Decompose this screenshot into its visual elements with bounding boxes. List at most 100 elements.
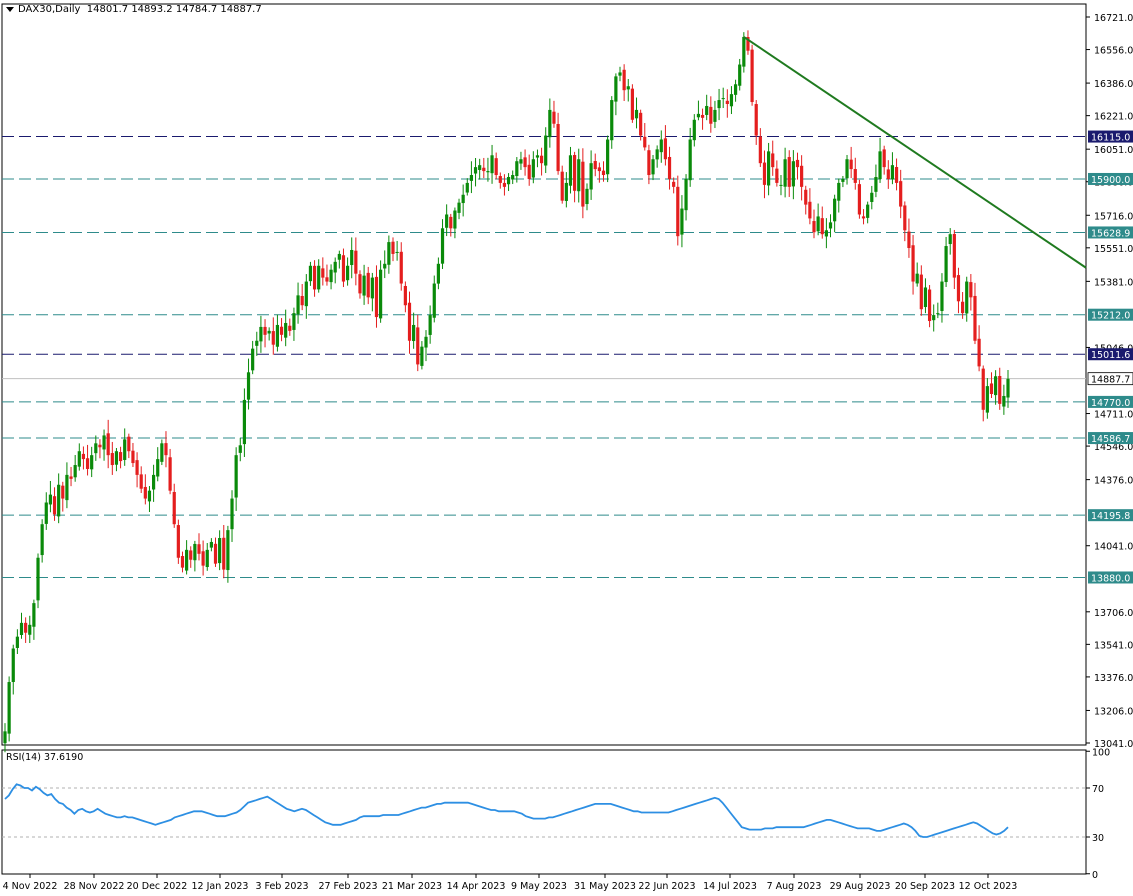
candle	[622, 64, 626, 101]
date-tick-label: 28 Nov 2022	[64, 881, 125, 892]
candle	[816, 203, 820, 236]
candle-body	[960, 301, 965, 314]
candle	[160, 439, 164, 466]
price-tick-label: 15716.0	[1094, 211, 1133, 222]
candle-body	[577, 159, 581, 192]
rsi-tick-label: 100	[1092, 747, 1110, 758]
candle	[733, 79, 738, 102]
candle-body	[420, 346, 424, 366]
candle	[985, 378, 989, 419]
candle-body	[461, 194, 465, 204]
candle-body	[36, 557, 40, 601]
candle	[870, 185, 874, 210]
candle-body	[284, 322, 288, 338]
candle	[164, 431, 168, 468]
candle	[696, 100, 701, 121]
candle	[399, 242, 403, 291]
candle-body	[432, 283, 436, 318]
candle	[981, 365, 985, 422]
date-tick-label: 29 Aug 2023	[830, 881, 891, 892]
candle	[820, 206, 824, 239]
candle	[412, 312, 416, 349]
candle-body	[705, 105, 709, 115]
candle	[440, 219, 445, 269]
candle	[989, 372, 994, 399]
candle-body	[787, 157, 791, 187]
candle	[147, 486, 152, 513]
candle-body	[209, 541, 213, 548]
price-tick-label: 14546.0	[1094, 442, 1133, 453]
candle	[110, 441, 114, 475]
candle	[692, 114, 696, 147]
ohlc-values: 14801.7 14893.2 14784.7 14887.7	[86, 4, 262, 15]
candle-body	[506, 176, 511, 185]
candle	[1002, 384, 1006, 415]
date-tick-label: 27 Feb 2023	[318, 881, 377, 892]
candle-body	[857, 184, 862, 215]
candle	[420, 341, 424, 370]
candle-body	[639, 112, 643, 136]
level-price-tag	[1088, 308, 1133, 321]
candle-body	[445, 214, 449, 228]
candle	[758, 128, 762, 167]
candle	[663, 125, 668, 166]
candle	[804, 185, 808, 215]
candle-body	[321, 268, 325, 278]
candle	[705, 94, 709, 121]
candle-body	[168, 457, 172, 491]
candle-body	[870, 192, 874, 202]
level-price-tag	[1088, 432, 1133, 445]
candle-body	[106, 433, 110, 456]
candle	[453, 207, 457, 239]
rsi-tick-label: 0	[1092, 870, 1098, 881]
candle-body	[614, 76, 618, 102]
candle	[994, 370, 998, 405]
candle	[890, 152, 895, 185]
candle	[52, 487, 57, 521]
candle	[156, 447, 160, 482]
candle-body	[77, 451, 81, 467]
candle-body	[758, 136, 762, 164]
candle-body	[440, 228, 445, 264]
candle	[919, 265, 923, 316]
candle-body	[189, 550, 193, 560]
dropdown-triangle-icon[interactable]	[6, 6, 14, 12]
candle-body	[667, 156, 672, 179]
candle-body	[383, 263, 387, 269]
candle	[90, 446, 94, 478]
level-price-label: 15212.0	[1091, 311, 1130, 322]
candle	[568, 146, 573, 194]
candle	[787, 150, 791, 197]
candle-body	[362, 275, 366, 296]
candle	[379, 260, 383, 323]
candle-body	[24, 622, 28, 633]
candle	[350, 237, 354, 279]
candle	[795, 152, 800, 180]
candle	[428, 305, 432, 344]
candle-body	[490, 155, 494, 174]
candle	[180, 551, 185, 573]
price-tick-label: 14041.0	[1094, 542, 1133, 553]
candle	[738, 58, 742, 91]
candle-body	[502, 182, 507, 187]
candle	[688, 127, 692, 187]
candle	[754, 100, 758, 145]
candle-body	[267, 330, 271, 334]
candle	[556, 112, 560, 175]
candle-body	[478, 165, 482, 170]
candle-body	[585, 188, 589, 205]
rsi-panel: 100 70 30 0	[2, 747, 1110, 881]
candle	[498, 172, 502, 189]
candle	[242, 388, 246, 457]
candle-body	[379, 269, 383, 319]
candle-body	[750, 49, 754, 103]
candle-body	[213, 543, 218, 564]
date-tick-label: 22 Jun 2023	[638, 881, 695, 892]
candle-body	[981, 368, 985, 410]
candle-body	[345, 265, 350, 281]
candle	[102, 429, 106, 461]
candle	[676, 175, 680, 246]
candle	[837, 178, 841, 213]
